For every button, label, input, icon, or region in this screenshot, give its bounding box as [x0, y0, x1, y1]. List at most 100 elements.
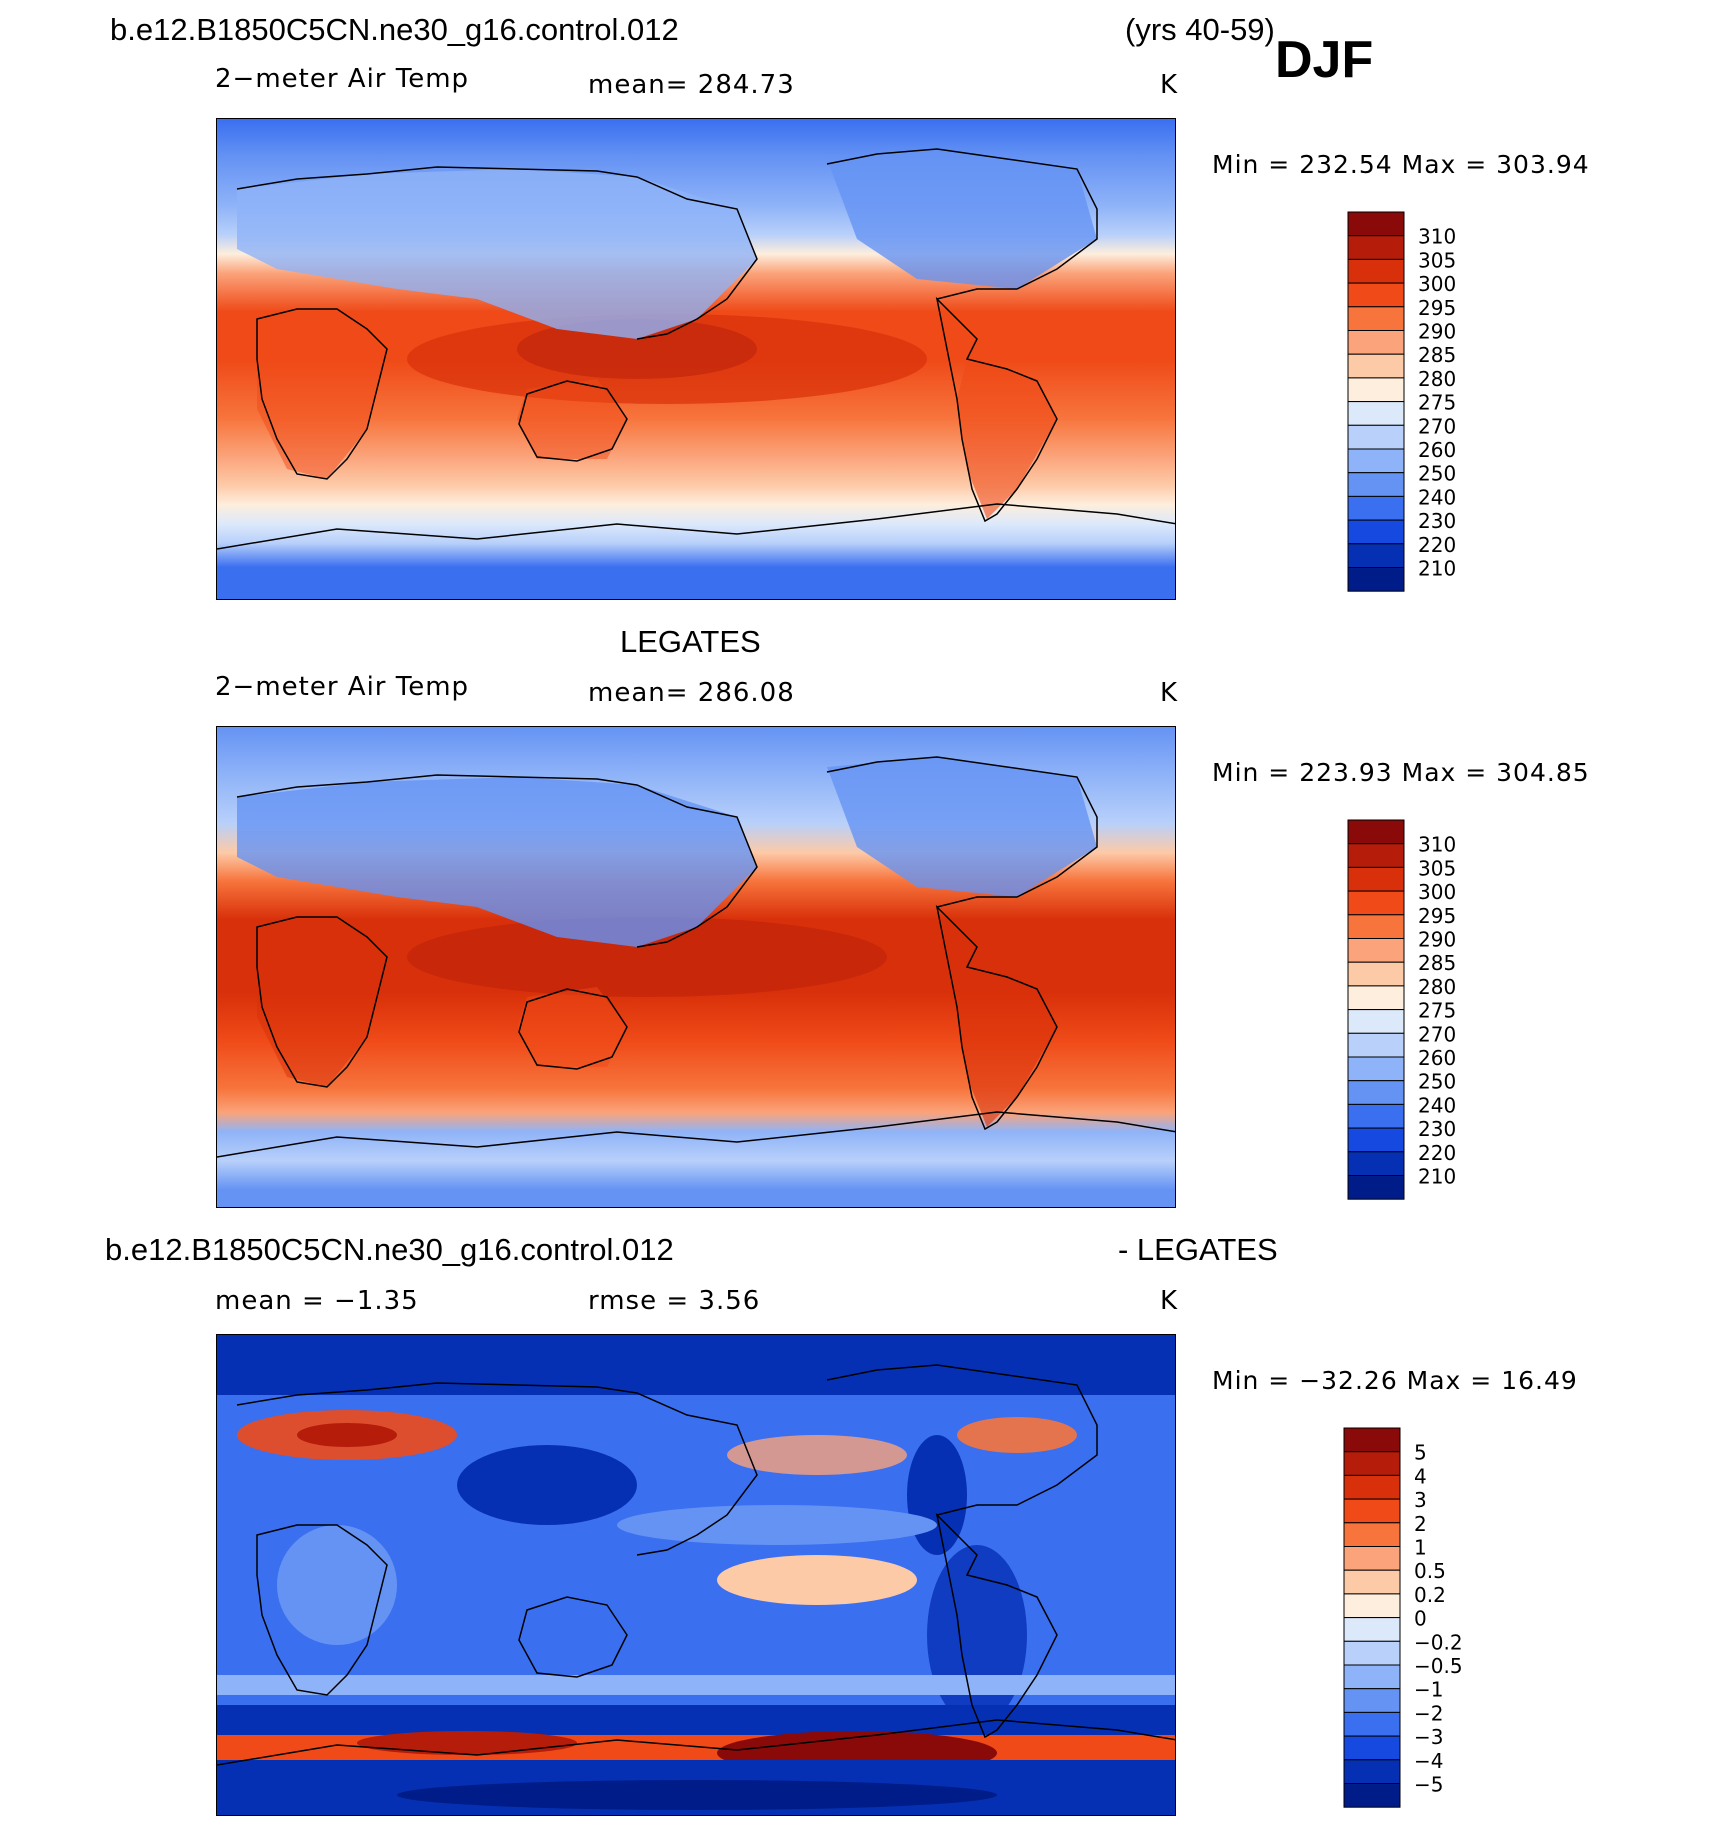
colorbar-label: 300 — [1418, 880, 1456, 904]
colorbar-label: 290 — [1418, 320, 1456, 344]
colorbar-label: 210 — [1418, 557, 1456, 581]
colorbar-label: 285 — [1418, 343, 1456, 367]
colorbar-swatch — [1347, 914, 1405, 940]
colorbar-swatch — [1343, 1664, 1401, 1690]
season-label: DJF — [1275, 31, 1374, 89]
colorbar-label: 305 — [1418, 248, 1456, 272]
colorbar-swatch — [1347, 1056, 1405, 1082]
colorbar-swatch — [1347, 1127, 1405, 1153]
colorbar-label: 4 — [1414, 1464, 1427, 1488]
colorbar-swatch — [1343, 1569, 1401, 1595]
panel1-units: K — [1160, 70, 1179, 100]
colorbar-label: −2 — [1414, 1701, 1443, 1725]
colorbar-label: 2 — [1414, 1512, 1427, 1536]
colorbar-swatch — [1343, 1688, 1401, 1713]
colorbar-swatch — [1343, 1546, 1401, 1571]
colorbar-label: 295 — [1418, 296, 1456, 320]
panel1-map — [216, 118, 1176, 600]
panel1-minmax: Min = 232.54 Max = 303.94 — [1212, 150, 1590, 179]
panel2-map — [216, 726, 1176, 1208]
colorbar-label: 260 — [1418, 438, 1456, 462]
colorbar-label: 290 — [1418, 928, 1456, 952]
colorbar-swatch — [1347, 330, 1405, 355]
colorbar-swatch — [1343, 1593, 1401, 1619]
panel3-units: K — [1160, 1286, 1179, 1316]
colorbar-label: 240 — [1418, 485, 1456, 509]
colorbar-swatch — [1347, 843, 1405, 868]
colorbar-swatch — [1347, 306, 1405, 332]
colorbar-swatch — [1347, 401, 1405, 426]
colorbar-swatch — [1343, 1451, 1401, 1476]
colorbar-label: −5 — [1414, 1773, 1443, 1797]
colorbar-label: 310 — [1418, 833, 1456, 857]
colorbar-label: 250 — [1418, 1070, 1456, 1094]
colorbar-swatch — [1347, 1080, 1405, 1105]
colorbar-swatch — [1347, 353, 1405, 379]
panel3-colorbar: 5 4 3 2 1 0.5 0.2 0 −0.2 −0.5 −1 −2 −3 −4 −5 — [1343, 1427, 1524, 1808]
colorbar-label: 305 — [1418, 856, 1456, 880]
colorbar-swatch — [1347, 890, 1405, 916]
colorbar-label: 0.2 — [1414, 1583, 1446, 1607]
panel1-mean: mean= 284.73 — [588, 70, 795, 100]
colorbar-swatch — [1347, 448, 1405, 474]
panel2-colorbar: 310 305 300 295 290 285 280 275 270 260 250 240 230 2… — [1347, 819, 1528, 1200]
colorbar-swatch — [1347, 543, 1405, 568]
colorbar-label: 270 — [1418, 414, 1456, 438]
colorbar-label: 300 — [1418, 272, 1456, 296]
panel2-units: K — [1160, 678, 1179, 708]
colorbar-swatch — [1347, 1175, 1405, 1200]
colorbar-swatch — [1347, 819, 1405, 845]
colorbar-swatch — [1347, 938, 1405, 963]
colorbar-swatch — [1347, 1103, 1405, 1129]
colorbar-label: 5 — [1414, 1441, 1427, 1465]
colorbar-swatch — [1347, 495, 1405, 521]
panel2-title: LEGATES — [620, 624, 761, 659]
colorbar-label: 220 — [1418, 1141, 1456, 1165]
colorbar-swatch — [1347, 211, 1405, 237]
colorbar-label: 280 — [1418, 367, 1456, 391]
panel3-minmax: Min = −32.26 Max = 16.49 — [1212, 1366, 1578, 1395]
colorbar-label: −3 — [1414, 1725, 1443, 1749]
colorbar-swatch — [1347, 961, 1405, 987]
colorbar-label: 260 — [1418, 1046, 1456, 1070]
colorbar-swatch — [1347, 424, 1405, 450]
colorbar-label: 270 — [1418, 1022, 1456, 1046]
colorbar-swatch — [1343, 1783, 1401, 1808]
colorbar-label: 250 — [1418, 462, 1456, 486]
colorbar-label: −1 — [1414, 1678, 1443, 1702]
panel3-rmse: rmse = 3.56 — [588, 1286, 761, 1316]
colorbar-swatch — [1347, 985, 1405, 1011]
colorbar-label: −0.5 — [1414, 1654, 1463, 1678]
colorbar-swatch — [1347, 1009, 1405, 1034]
colorbar-swatch — [1343, 1522, 1401, 1548]
colorbar-label: 3 — [1414, 1488, 1427, 1512]
years-label: (yrs 40-59) — [1125, 12, 1275, 47]
colorbar-label: 1 — [1414, 1536, 1427, 1560]
colorbar-label: −0.2 — [1414, 1630, 1463, 1654]
colorbar-label: 280 — [1418, 975, 1456, 999]
colorbar-label: 0.5 — [1414, 1559, 1446, 1583]
colorbar-swatch — [1347, 235, 1405, 260]
colorbar-label: 240 — [1418, 1093, 1456, 1117]
colorbar-label: 295 — [1418, 904, 1456, 928]
colorbar-swatch — [1347, 282, 1405, 308]
colorbar-swatch — [1347, 258, 1405, 284]
colorbar-label: 230 — [1418, 1117, 1456, 1141]
colorbar-swatch — [1343, 1640, 1401, 1666]
colorbar-swatch — [1343, 1759, 1401, 1784]
colorbar-swatch — [1343, 1735, 1401, 1761]
colorbar-label: 0 — [1414, 1607, 1427, 1631]
colorbar-swatch — [1343, 1474, 1401, 1500]
colorbar-label: 230 — [1418, 509, 1456, 533]
panel2-variable: 2−meter Air Temp — [215, 672, 470, 702]
colorbar-label: 275 — [1418, 391, 1456, 415]
colorbar-swatch — [1343, 1711, 1401, 1737]
colorbar-swatch — [1347, 472, 1405, 497]
panel3-map — [216, 1334, 1176, 1816]
panel1-colorbar: 310 305 300 295 290 285 280 275 270 260 250 240 230 2… — [1347, 211, 1528, 592]
colorbar-label: 275 — [1418, 999, 1456, 1023]
colorbar-label: −4 — [1414, 1749, 1443, 1773]
panel2-mean: mean= 286.08 — [588, 678, 795, 708]
colorbar-swatch — [1343, 1427, 1401, 1453]
panel2-minmax: Min = 223.93 Max = 304.85 — [1212, 758, 1590, 787]
